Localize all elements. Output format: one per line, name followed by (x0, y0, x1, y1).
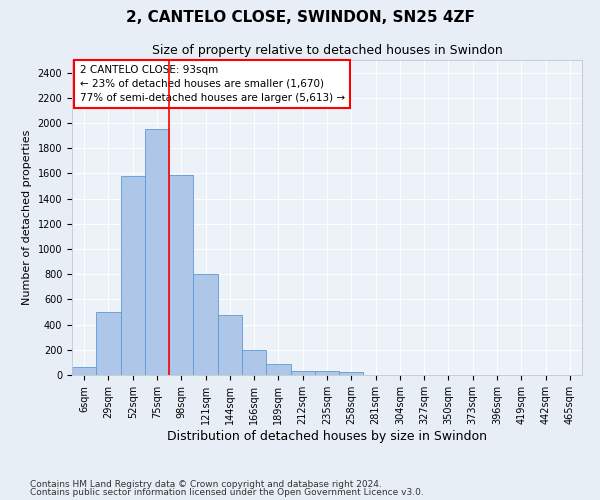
Bar (96, 312, 121, 375)
Bar (242, 350, 266, 375)
Bar (72, 368, 96, 375)
Bar (339, 372, 364, 375)
Bar (290, 370, 315, 375)
Text: 2 CANTELO CLOSE: 93sqm
← 23% of detached houses are smaller (1,670)
77% of semi-: 2 CANTELO CLOSE: 93sqm ← 23% of detached… (80, 64, 345, 102)
Bar (169, 174, 193, 375)
Bar (266, 364, 290, 375)
Bar (193, 274, 218, 375)
Text: Contains public sector information licensed under the Open Government Licence v3: Contains public sector information licen… (30, 488, 424, 497)
Text: 2, CANTELO CLOSE, SWINDON, SN25 4ZF: 2, CANTELO CLOSE, SWINDON, SN25 4ZF (125, 10, 475, 25)
X-axis label: Distribution of detached houses by size in Swindon: Distribution of detached houses by size … (167, 430, 487, 442)
Y-axis label: Number of detached properties: Number of detached properties (22, 130, 32, 305)
Bar (145, 130, 169, 375)
Bar (315, 372, 339, 375)
Title: Size of property relative to detached houses in Swindon: Size of property relative to detached ho… (152, 44, 502, 58)
Bar (121, 176, 145, 375)
Bar (218, 315, 242, 375)
Text: Contains HM Land Registry data © Crown copyright and database right 2024.: Contains HM Land Registry data © Crown c… (30, 480, 382, 489)
